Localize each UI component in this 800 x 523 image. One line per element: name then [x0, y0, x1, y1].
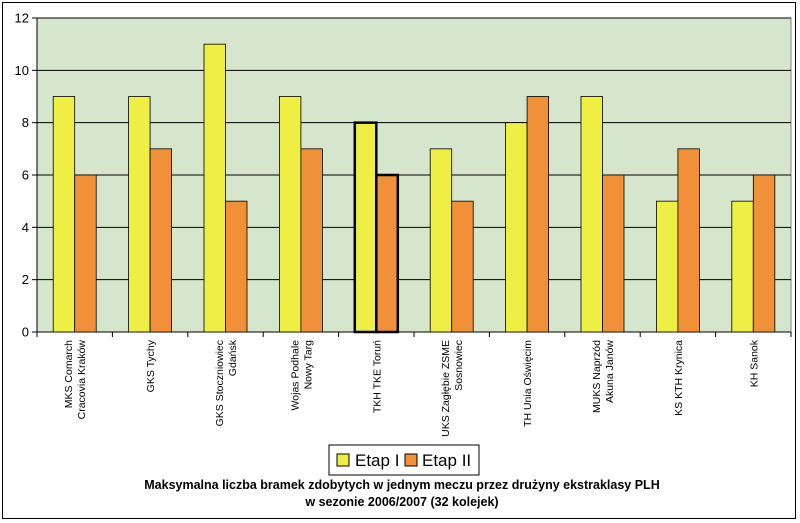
- legend-swatch: [404, 453, 418, 467]
- category-label: Wojas Podhale Nowy Targ: [289, 340, 314, 411]
- category-label-line: TKH TKE Toruń: [371, 340, 383, 413]
- bar-etap-2[interactable]: [375, 173, 400, 334]
- category-label-line: Gdańsk: [227, 339, 239, 376]
- bar-etap-1[interactable]: [429, 148, 453, 333]
- legend-swatch: [336, 453, 350, 467]
- y-tick-label: 0: [22, 325, 29, 340]
- category-label: TH Unia Oświęcim: [522, 340, 534, 427]
- category-label-line: MUKS Naprzód: [591, 340, 603, 413]
- category-label: MKS Comarch Cracovia Kraków: [63, 340, 88, 420]
- bar-etap-1[interactable]: [52, 96, 76, 333]
- y-tick-label: 8: [22, 115, 29, 130]
- category-label-line: MKS Comarch: [63, 340, 75, 408]
- bar-etap-1[interactable]: [656, 200, 679, 333]
- bar-etap-1[interactable]: [731, 200, 754, 333]
- bar-etap-2[interactable]: [74, 174, 97, 333]
- y-tick-label: 4: [22, 220, 29, 235]
- bar-etap-1[interactable]: [353, 121, 378, 334]
- category-label: KS KTH Krynica: [673, 340, 685, 416]
- bar-etap-1[interactable]: [278, 96, 302, 333]
- category-label-line: Wojas Podhale: [289, 340, 301, 411]
- legend: [328, 444, 480, 476]
- chart-title: Maksymalna liczba bramek zdobytych w jed…: [144, 478, 659, 492]
- category-label-line: Nowy Targ: [302, 340, 314, 390]
- category-label-line: KH Sanok: [748, 339, 760, 387]
- bar-etap-2[interactable]: [451, 200, 474, 333]
- bar-etap-1[interactable]: [505, 122, 528, 333]
- category-label-line: Cracovia Kraków: [76, 340, 88, 420]
- bar-etap-2[interactable]: [602, 174, 625, 333]
- category-label-line: KS KTH Krynica: [673, 340, 685, 416]
- bar-etap-2[interactable]: [526, 96, 549, 333]
- legend-label: Etap I: [355, 451, 399, 470]
- bar-chart: 0 2 4 6 8 10 12 MKS Comarch Cracovia Kraków GKS T…: [15, 11, 792, 509]
- y-tick-label: 12: [15, 11, 29, 26]
- category-label: UKS Zagłębie ZSME Sosnowiec: [440, 340, 465, 437]
- y-tick-label: 10: [15, 63, 29, 78]
- category-label: GKS Tychy: [145, 339, 157, 392]
- bar-etap-1[interactable]: [203, 43, 226, 333]
- bar-etap-2[interactable]: [300, 148, 323, 333]
- bar-etap-2[interactable]: [225, 200, 248, 333]
- bar-etap-2[interactable]: [149, 148, 173, 333]
- category-label: KH Sanok: [748, 339, 760, 387]
- category-label: TKH TKE Toruń: [371, 340, 383, 413]
- legend-label: Etap II: [422, 451, 471, 470]
- chart-subtitle: w sezonie 2006/2007 (32 kolejek): [304, 495, 498, 509]
- category-label-line: UKS Zagłębie ZSME: [440, 340, 452, 437]
- category-label-line: GKS Stoczniowiec: [214, 340, 226, 426]
- y-tick-label: 2: [22, 272, 29, 287]
- category-label-line: Sosnowiec: [453, 340, 465, 391]
- category-label: GKS Stoczniowiec Gdańsk: [214, 339, 239, 426]
- category-label-line: GKS Tychy: [145, 339, 157, 392]
- bar-etap-2[interactable]: [752, 174, 776, 333]
- category-label-line: Akuna Janów: [604, 340, 616, 403]
- category-label: MUKS Naprzód Akuna Janów: [591, 340, 616, 413]
- bar-etap-1[interactable]: [128, 96, 151, 333]
- bar-etap-1[interactable]: [580, 96, 603, 333]
- bar-etap-2[interactable]: [677, 148, 700, 333]
- category-label-line: TH Unia Oświęcim: [522, 340, 534, 427]
- y-tick-label: 6: [22, 168, 29, 183]
